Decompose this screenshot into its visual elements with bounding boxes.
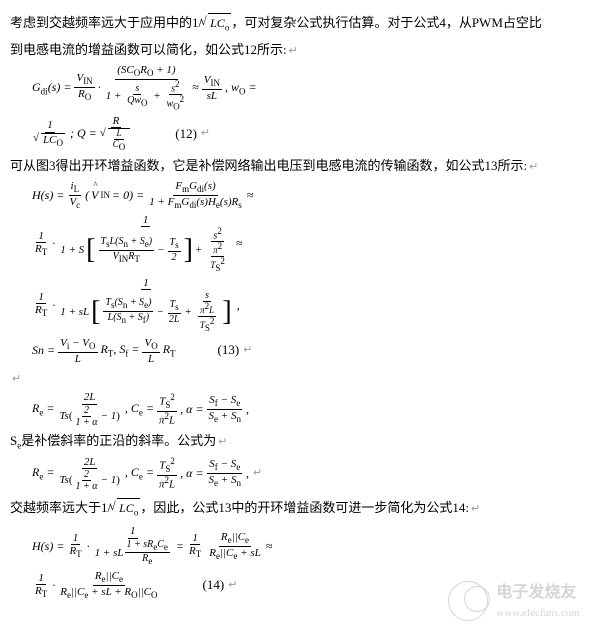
watermark-cn: 电子发烧友 — [496, 580, 580, 606]
paragraph-1-line-2: 到电感电流的增益函数可以简化，如公式12所示:↵ — [10, 40, 580, 61]
eq-number-12: (12) — [175, 124, 197, 145]
formula-re-ce-alpha-1: Re = 2L Ts(21 + α − 1) , Ce = TS2 π2L , … — [10, 391, 580, 427]
formula-13-line-b: 1 RT · 1 1 + S [ TsL(Sn + Se) VINRT − Ts… — [10, 214, 580, 274]
paragraph-4: Se是补偿斜率的正沿的斜率。公式为↵ — [10, 431, 580, 453]
return-icon: ↵ — [289, 45, 298, 57]
formula-13-line-d: Sn = Vi − VO L RT, Sf = VO L RT (13)↵ — [10, 337, 580, 365]
formula-12-line-1: Gdi(s) = VIN RO · (SCORO + 1) 1 + sQwO +… — [10, 64, 580, 113]
formula-12-line-2: 1 LCO ; Q = R LCO (12)↵ — [10, 115, 580, 153]
eq-number-14: (14) — [203, 575, 225, 596]
paragraph-1-line-1: 考虑到交越频率远大于应用中的1/LCo，可对复杂公式执行估算。对于公式4，从PW… — [10, 10, 580, 38]
p1-pre-text: 考虑到交越频率远大于应用中的1/ — [10, 15, 202, 30]
paragraph-3: 可从图3得出开环增益函数，它是补偿网络输出电压到电感电流的传输函数，如公式13所… — [10, 156, 580, 177]
formula-13-line-a: H(s) = iL Vc (^VIN = 0) = FmGdi(s) 1 + F… — [10, 180, 580, 211]
paragraph-5: 交越频率远大于1/LCo，因此，公式13中的开环增益函数可进一步简化为公式14:… — [10, 495, 580, 523]
watermark-url: www.elecfans.com — [496, 605, 580, 623]
sqrt-lco-1: LCo — [208, 13, 231, 35]
spacer: ↵ — [10, 368, 580, 389]
sqrt-lco-2: LCo — [117, 498, 140, 520]
watermark-logo-icon — [448, 581, 488, 621]
eq-number-13: (13) — [218, 340, 240, 361]
watermark: 电子发烧友 www.elecfans.com — [448, 580, 580, 623]
formula-14-line-c: H(s) = 1 RT · 1 1 + sL 1 + sReCeRe = 1 R… — [10, 525, 580, 567]
p1-post-text: ，可对复杂公式执行估算。对于公式4，从PWM占空比 — [231, 15, 542, 30]
formula-13-line-c: 1 RT · 1 1 + sL [ Ts(Sn + Se) L(Sn + Sf)… — [10, 277, 580, 334]
formula-re-ce-alpha-2: Re = 2L Ts(21 + α − 1) , Ce = TS2 π2L , … — [10, 456, 580, 492]
